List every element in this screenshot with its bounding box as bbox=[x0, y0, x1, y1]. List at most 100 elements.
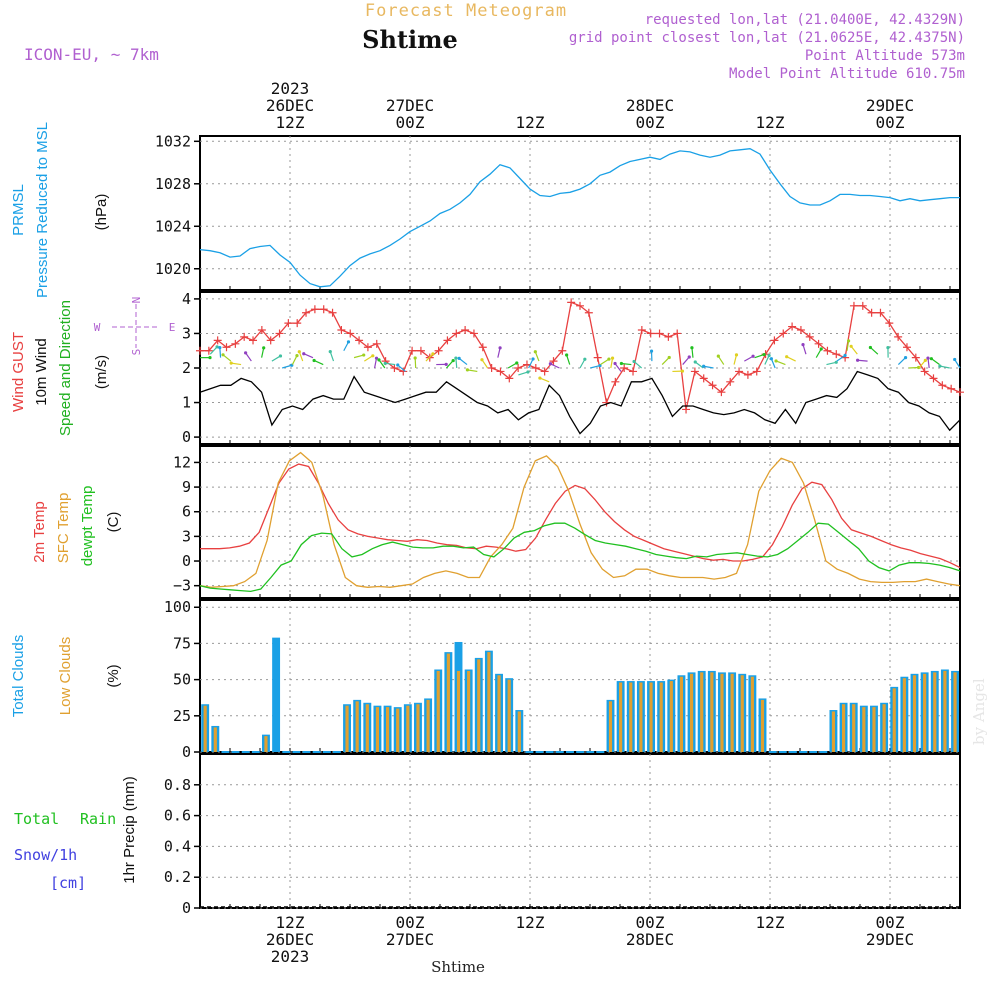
gust-marker bbox=[231, 339, 240, 348]
low-cloud-bar bbox=[406, 705, 410, 752]
wind-direction-arrow bbox=[850, 345, 858, 355]
gust-marker bbox=[876, 308, 885, 317]
gust-marker bbox=[434, 346, 443, 355]
wind-direction-arrow bbox=[682, 356, 690, 365]
gust-marker bbox=[620, 364, 629, 372]
time-label-line: 00Z bbox=[876, 113, 905, 132]
gust-marker bbox=[328, 308, 337, 317]
gust-marker bbox=[929, 374, 938, 383]
wind-arrowhead bbox=[533, 350, 537, 354]
requested-coords: requested lon,lat (21.0400E, 42.4329N) bbox=[645, 12, 965, 28]
temperature-frame bbox=[199, 445, 961, 599]
precip-label-unit: 1hr Precip (mm) bbox=[121, 776, 138, 884]
time-label-line: 2023 bbox=[271, 947, 310, 966]
wind-arrowhead bbox=[328, 350, 332, 354]
gust-marker bbox=[443, 336, 452, 345]
gust-marker bbox=[249, 336, 258, 345]
pressure-ytick-label: 1020 bbox=[155, 260, 191, 278]
wind-arrowhead bbox=[649, 349, 654, 353]
wind-arrowhead bbox=[702, 364, 706, 368]
gust-marker bbox=[222, 343, 231, 352]
wind-direction-arrow bbox=[209, 346, 218, 355]
wind-direction-arrow bbox=[775, 360, 786, 366]
wind-arrowhead bbox=[751, 354, 755, 358]
wind-arrowhead bbox=[531, 357, 535, 361]
gust-marker bbox=[531, 364, 540, 372]
temp-label-dewpt: dewpt Temp bbox=[79, 486, 96, 567]
gust-marker bbox=[576, 301, 584, 310]
low-cloud-bar bbox=[608, 701, 613, 752]
wind-arrowhead bbox=[218, 346, 222, 350]
gust-marker bbox=[584, 308, 593, 317]
wind-direction-arrow bbox=[414, 357, 417, 369]
wind-arrowhead bbox=[457, 356, 461, 360]
wind-ytick-label: 4 bbox=[182, 290, 191, 308]
gust-marker bbox=[629, 367, 638, 376]
wind-arrowhead bbox=[801, 343, 805, 347]
gust-marker bbox=[275, 329, 284, 338]
gust-marker bbox=[196, 346, 204, 355]
location-title: Shtime bbox=[362, 25, 458, 54]
wind-direction-arrow bbox=[497, 347, 501, 358]
pressure-ytick-label: 1032 bbox=[155, 132, 191, 150]
wind-arrowhead bbox=[613, 361, 617, 366]
model-name: ICON-EU, ~ 7km bbox=[24, 45, 159, 64]
wind-arrowhead bbox=[868, 345, 873, 350]
pressure-ylabels: PRMSL Pressure Reduced to MSL (hPa) bbox=[10, 122, 110, 298]
wind-direction-arrow bbox=[600, 358, 610, 366]
low-cloud-bar bbox=[943, 670, 947, 752]
wind-direction-arrow bbox=[590, 364, 601, 369]
time-label-line: 26DEC bbox=[266, 96, 314, 115]
gust-marker bbox=[690, 367, 699, 376]
time-label-line: 12Z bbox=[276, 113, 305, 132]
gust-marker bbox=[858, 301, 867, 310]
wind-direction-arrow bbox=[633, 360, 643, 369]
wind-label-gust: Wind GUST bbox=[10, 332, 27, 412]
gust-marker bbox=[284, 319, 293, 328]
precip-frame bbox=[199, 753, 961, 909]
pressure-series-0 bbox=[199, 148, 960, 288]
low-cloud-bar bbox=[456, 670, 461, 752]
low-cloud-bar bbox=[639, 682, 643, 752]
wind-label-speed: Speed and Direction bbox=[57, 300, 74, 436]
wind-ytick-label: 3 bbox=[182, 324, 191, 342]
low-cloud-bar bbox=[619, 682, 623, 752]
gust-marker bbox=[788, 322, 797, 331]
wind-arrowhead bbox=[734, 353, 739, 357]
cloud-label-low: Low Clouds bbox=[57, 637, 74, 715]
low-cloud-bar bbox=[385, 707, 390, 752]
wind-direction-arrow bbox=[271, 355, 281, 362]
low-cloud-bar bbox=[912, 675, 917, 752]
wind-arrowhead bbox=[278, 354, 283, 358]
wind-arrowhead bbox=[413, 356, 417, 360]
wind-arrowhead bbox=[374, 356, 379, 360]
low-cloud-bar bbox=[396, 708, 400, 752]
precip-panel: 0 0.2 0.4 0.6 0.8 bbox=[164, 753, 961, 917]
wind-arrowhead bbox=[565, 353, 569, 357]
wind-arrowhead bbox=[849, 344, 853, 348]
gust-marker bbox=[849, 301, 858, 310]
gust-marker bbox=[902, 343, 911, 352]
clouds-ytick-label: 0 bbox=[182, 743, 191, 761]
low-cloud-bar bbox=[203, 705, 207, 752]
wind-arrowhead bbox=[295, 354, 299, 358]
gust-marker bbox=[743, 370, 752, 379]
wind-direction-arrow bbox=[343, 341, 350, 352]
compass-n: N bbox=[130, 297, 143, 304]
low-cloud-bar bbox=[730, 673, 734, 752]
wind-label-10m: 10m Wind bbox=[33, 338, 50, 406]
gust-marker bbox=[558, 346, 567, 355]
wind-arrowhead bbox=[302, 352, 306, 356]
low-cloud-bar bbox=[923, 673, 927, 752]
gust-marker bbox=[637, 326, 646, 334]
gust-marker bbox=[337, 326, 346, 334]
gust-marker bbox=[514, 364, 523, 372]
gust-marker bbox=[478, 343, 487, 352]
gust-marker bbox=[319, 305, 328, 314]
gust-marker bbox=[735, 367, 744, 376]
wind-arrowhead bbox=[619, 361, 624, 366]
wind-arrowhead bbox=[383, 361, 387, 365]
gust-marker bbox=[372, 339, 381, 348]
gust-marker bbox=[505, 374, 514, 383]
wind-arrowhead bbox=[221, 353, 225, 357]
